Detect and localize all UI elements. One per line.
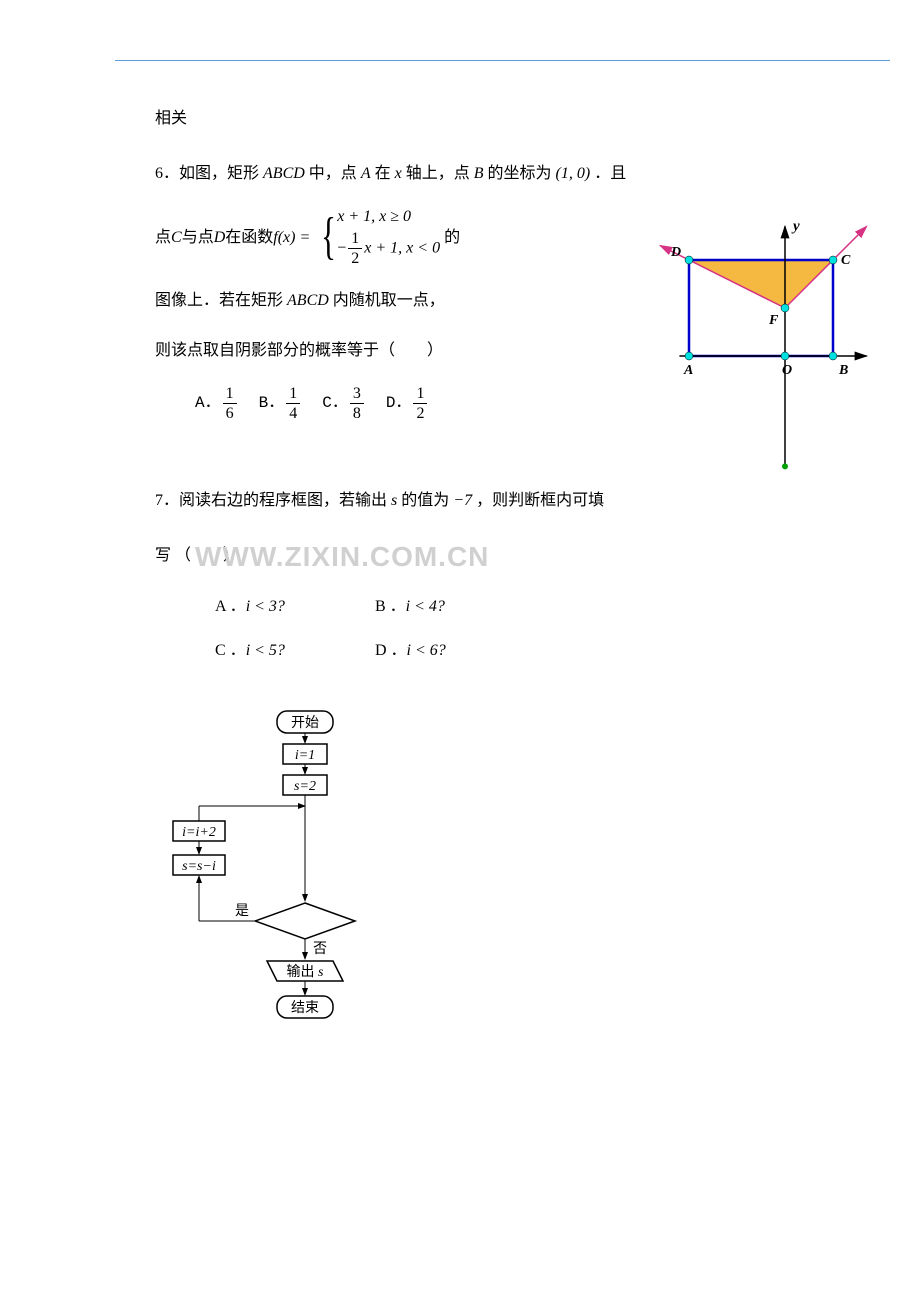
text: 的: [444, 220, 460, 255]
num: 3: [350, 384, 364, 404]
answer-a: A． 16: [195, 384, 239, 423]
svg-text:s=2: s=2: [294, 779, 316, 794]
svg-text:否: 否: [313, 942, 327, 957]
neg: −: [337, 239, 346, 256]
text: ．且: [590, 165, 626, 182]
frac: 16: [223, 384, 237, 423]
fx: f(x) =: [273, 220, 310, 255]
den: 6: [223, 404, 237, 423]
svg-text:s=s−i: s=s−i: [182, 859, 216, 874]
pw-row2: −12x + 1, x < 0: [337, 229, 440, 268]
label: A ．: [215, 598, 246, 615]
label: B ．: [375, 598, 406, 615]
text: 内随机取一点，: [329, 292, 445, 309]
answer-d: D ．i < 6?: [375, 637, 446, 666]
text: 轴上，点: [402, 165, 474, 182]
num: 1: [348, 229, 362, 249]
var-d: D: [214, 220, 226, 255]
var-abcd2: ABCD: [287, 292, 329, 309]
frac: 38: [350, 384, 364, 423]
frac: 14: [286, 384, 300, 423]
brace: {: [321, 211, 336, 263]
label: C．: [322, 389, 348, 418]
answer-c: C． 38: [322, 384, 366, 423]
answer-d: D． 12: [386, 384, 430, 423]
answer-b: B ．i < 4?: [375, 593, 445, 622]
svg-text:结束: 结束: [291, 1000, 319, 1016]
svg-text:是: 是: [235, 904, 249, 919]
den: 2: [413, 404, 427, 423]
expr: i < 6?: [407, 642, 446, 659]
question-7: 7．阅读右边的程序框图，若输出 s 的值为 −7 ，则判断框内可填 写 （ ） …: [155, 483, 850, 1047]
svg-text:y: y: [791, 219, 800, 235]
answer-a: A ．i < 3?: [215, 593, 285, 622]
question-6: 6．如图，矩形 ABCD 中，点 A 在 x 轴上，点 B 的坐标为 (1, 0…: [155, 156, 850, 423]
svg-text:C: C: [841, 253, 851, 268]
var-b: B: [474, 165, 484, 182]
coord: (1, 0): [556, 165, 591, 182]
text: 点: [155, 220, 171, 255]
q6-line1: 6．如图，矩形 ABCD 中，点 A 在 x 轴上，点 B 的坐标为 (1, 0…: [155, 156, 850, 191]
graph-svg: yxDCFAOB: [610, 216, 870, 476]
text: 6．如图，矩形: [155, 165, 263, 182]
label: C ．: [215, 642, 246, 659]
expr: i < 5?: [246, 642, 285, 659]
num: 1: [286, 384, 300, 404]
text: 在: [371, 165, 395, 182]
text: ，则判断框内可填: [472, 492, 604, 509]
text: 在函数: [225, 220, 273, 255]
var-c: C: [171, 220, 182, 255]
q7-line2: 写 （ ） WWW.ZIXIN.COM.CN: [155, 538, 850, 573]
expr: i < 3?: [246, 598, 285, 615]
label: D ．: [375, 642, 407, 659]
svg-text:开始: 开始: [291, 715, 319, 731]
q7-answers: A ．i < 3? B ．i < 4? C ．i < 5? D ．i < 6?: [155, 593, 850, 666]
q7-flowchart: 开始 i=1 s=2 i=i+2 s=s−i 是否输出 s 结束: [165, 706, 850, 1047]
answer-c: C ．i < 5?: [215, 637, 285, 666]
text: 与点: [182, 220, 214, 255]
text: 中，点: [305, 165, 361, 182]
den: 8: [350, 404, 364, 423]
pw-row2-text: x + 1, x < 0: [364, 239, 440, 256]
svg-text:F: F: [768, 313, 779, 328]
svg-text:D: D: [670, 245, 681, 260]
svg-text:B: B: [838, 363, 848, 378]
num: 1: [413, 384, 427, 404]
pw-row1-text: x + 1, x ≥ 0: [337, 208, 411, 225]
num: 1: [223, 384, 237, 404]
q5-trailing: 相关: [155, 101, 850, 136]
var-a: A: [361, 165, 371, 182]
q7-answer-line1: A ．i < 3? B ．i < 4?: [215, 593, 850, 622]
expr: i < 4?: [406, 598, 445, 615]
neg7: −7: [453, 492, 472, 509]
var-x: x: [395, 165, 402, 182]
svg-text:i=i+2: i=i+2: [182, 825, 216, 840]
label: A．: [195, 389, 221, 418]
den: 4: [286, 404, 300, 423]
flowchart-svg: 开始 i=1 s=2 i=i+2 s=s−i 是否输出 s 结束: [165, 706, 385, 1036]
text: 图像上．若在矩形: [155, 292, 287, 309]
q7-line1: 7．阅读右边的程序框图，若输出 s 的值为 −7 ，则判断框内可填: [155, 483, 850, 518]
label: D．: [386, 389, 412, 418]
text: 的值为: [397, 492, 453, 509]
watermark: WWW.ZIXIN.COM.CN: [195, 526, 489, 588]
text: 7．阅读右边的程序框图，若输出: [155, 492, 391, 509]
var-abcd: ABCD: [263, 165, 305, 182]
svg-text:A: A: [683, 363, 693, 378]
q7-answer-line2: C ．i < 5? D ．i < 6?: [215, 637, 850, 666]
frac: 12: [413, 384, 427, 423]
piecewise: { x + 1, x ≥ 0 −12x + 1, x < 0: [316, 206, 440, 268]
pw-row1: x + 1, x ≥ 0: [337, 206, 440, 228]
q6-graph: yxDCFAOB: [610, 216, 870, 487]
text: 的坐标为: [484, 165, 556, 182]
label: B．: [259, 389, 285, 418]
svg-text:O: O: [782, 363, 792, 378]
den: 2: [348, 249, 362, 268]
svg-text:输出 s: 输出 s: [287, 964, 325, 980]
frac-half: 12: [348, 229, 362, 268]
answer-b: B． 14: [259, 384, 303, 423]
svg-text:i=1: i=1: [295, 748, 315, 763]
header-rule: [115, 60, 890, 61]
